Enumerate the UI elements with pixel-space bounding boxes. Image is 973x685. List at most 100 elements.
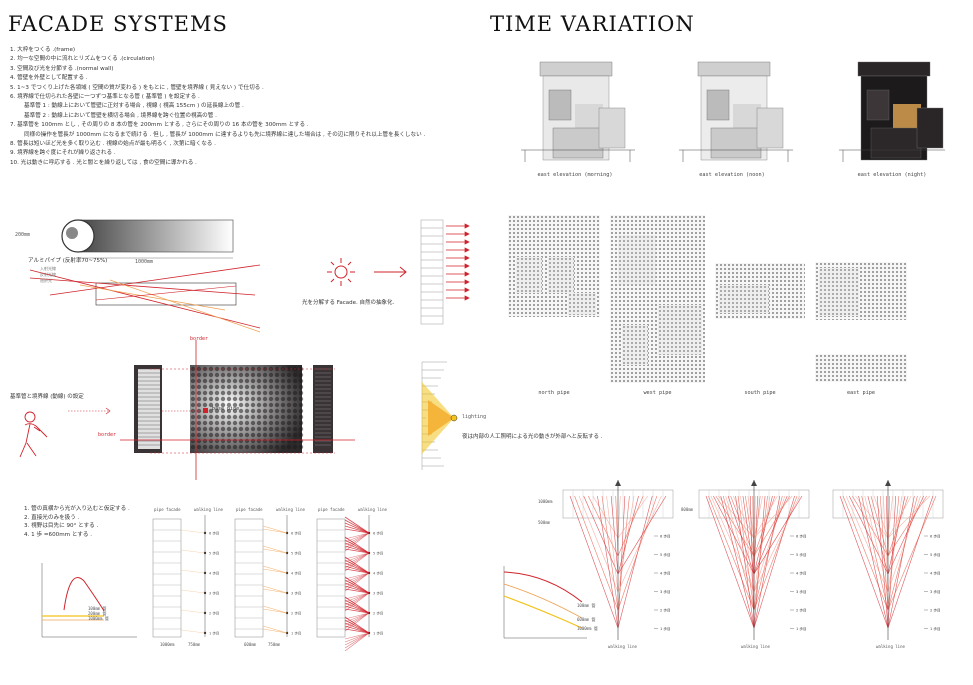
pipe-dot	[214, 444, 220, 450]
pipe-dot	[256, 414, 262, 420]
study-item: 4. 1 歩 =600mm とする .	[24, 531, 93, 538]
pipe-dot	[196, 402, 202, 408]
step-item: 8. 管長は短いほど光を多く取り込む . 視線の始点が最も明るく , 次第に暗く…	[10, 141, 216, 148]
pipe-dot	[220, 396, 226, 402]
ray	[864, 495, 889, 593]
pipe-dot	[220, 444, 226, 450]
pipe-dot	[250, 408, 256, 414]
step-label: 1 歩目	[660, 626, 671, 631]
ray	[617, 495, 667, 575]
pipe-dot	[250, 402, 256, 408]
lighting-label: lighting	[462, 414, 487, 420]
ray	[262, 608, 288, 614]
pipe-dot	[256, 378, 262, 384]
ray	[180, 549, 206, 554]
pipe-dot	[238, 432, 244, 438]
step-label: 3 歩目	[660, 589, 671, 594]
ray	[344, 612, 370, 632]
ray	[858, 495, 889, 629]
ray	[344, 592, 370, 603]
elevation-label: east elevation (morning)	[537, 172, 613, 178]
step-label: 4 歩目	[291, 571, 301, 576]
pipe-dot	[220, 384, 226, 390]
pipe-dot	[268, 384, 274, 390]
pipe-label: south pipe	[744, 390, 776, 396]
ray	[344, 572, 370, 583]
pipe-dot	[274, 444, 280, 450]
east-pipe-panel-small	[815, 354, 907, 382]
graph-legend-label: 1000mm 管	[577, 626, 598, 631]
ray	[578, 495, 619, 593]
light-graph-left	[41, 563, 137, 638]
ray	[617, 495, 662, 593]
step-label: 5 歩目	[660, 552, 671, 557]
step-label: 6 歩目	[796, 534, 807, 539]
ray	[753, 495, 776, 557]
pipe-dot	[190, 420, 196, 426]
pipe-dot	[274, 426, 280, 432]
pipe-dot	[214, 384, 220, 390]
pipe-dot	[256, 420, 262, 426]
ray	[887, 495, 934, 629]
step-item: 4. 管壁を外壁として配置する .	[10, 75, 88, 82]
pipe-dot	[262, 396, 268, 402]
pipe-dot	[274, 414, 280, 420]
step-item: 1. 大枠をつくる .(frame)	[10, 47, 76, 53]
pipe-dot	[232, 378, 238, 384]
pipe-dot	[292, 420, 298, 426]
ray	[876, 495, 889, 629]
border-label: border	[98, 432, 117, 438]
ray	[753, 495, 798, 611]
pipe-dot	[286, 426, 292, 432]
pipe-reflection-diagram	[29, 219, 261, 333]
pipe-dot	[244, 414, 250, 420]
ray	[753, 495, 761, 557]
step-label: 3 歩目	[291, 591, 301, 596]
ray	[344, 632, 370, 652]
pipe-dot	[202, 414, 208, 420]
pipe-dot	[226, 390, 232, 396]
pipe-dot	[262, 426, 268, 432]
ray	[606, 495, 619, 593]
step-item: 基準管 1 : 動線上において管壁に正対する場合 , 視線 ( 視高 155cm…	[24, 103, 244, 110]
ray	[720, 495, 755, 629]
ray	[344, 556, 370, 574]
pipe-dot	[298, 426, 304, 432]
step-label: 2 歩目	[209, 611, 219, 616]
pipe-dot	[280, 426, 286, 432]
pipe-dot	[244, 372, 250, 378]
step-point	[285, 631, 289, 635]
pipe-label: west pipe	[643, 390, 672, 396]
ray	[344, 565, 370, 574]
pipe-dot	[226, 372, 232, 378]
ray	[753, 495, 778, 539]
ray	[344, 548, 370, 554]
pipe-dot	[214, 366, 220, 372]
ray	[597, 495, 619, 629]
ray	[887, 495, 921, 593]
pipe-dot	[214, 432, 220, 438]
pipe-dot	[268, 438, 274, 444]
pipe-dot	[220, 432, 226, 438]
pipe-dot	[214, 402, 220, 408]
pipe-dot	[190, 432, 196, 438]
pipe-dot	[196, 378, 202, 384]
ray	[344, 525, 370, 534]
ray	[262, 605, 288, 614]
ray	[617, 495, 648, 539]
ray	[839, 495, 889, 629]
ray	[262, 628, 288, 634]
ray	[344, 602, 370, 614]
pipe-dot	[256, 426, 262, 432]
pipe-dot	[250, 384, 256, 390]
pipe-dot	[208, 378, 214, 384]
pipe-dot	[268, 408, 274, 414]
ray	[180, 589, 206, 594]
arrow-head	[464, 295, 470, 301]
pipe-dot	[226, 402, 232, 408]
ray	[708, 495, 755, 611]
ray	[344, 532, 370, 549]
pipe-dot	[244, 390, 250, 396]
pipe-dot	[286, 384, 292, 390]
ray	[180, 529, 206, 534]
